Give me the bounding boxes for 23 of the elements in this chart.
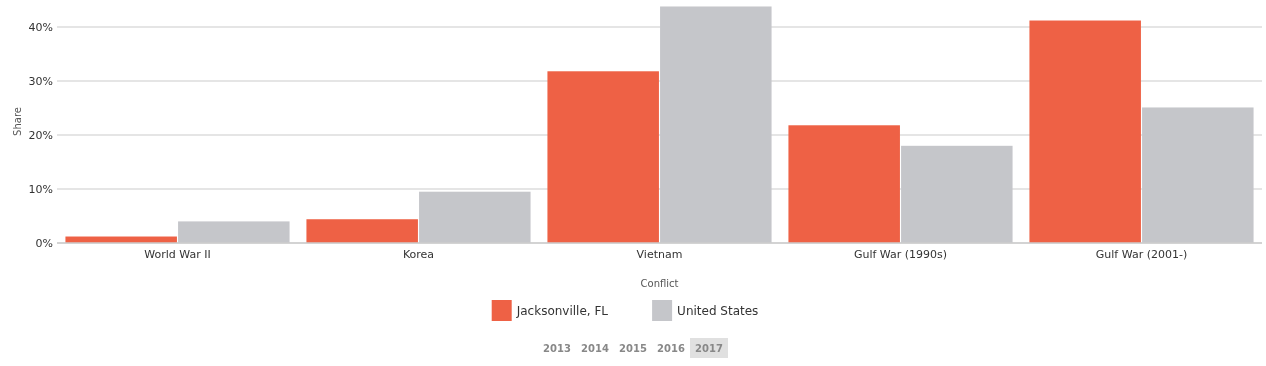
x-tick-label: Gulf War (2001-) [1095, 248, 1188, 261]
legend-label: United States [677, 304, 759, 319]
x-axis-title: Conflict [640, 278, 679, 289]
y-tick-label: 40% [28, 20, 53, 34]
text: 2017 [695, 342, 723, 354]
y-tick-label: 0% [35, 236, 53, 250]
text: 2013 [543, 342, 571, 354]
bar [306, 219, 418, 243]
y-tick-label: 20% [28, 128, 53, 142]
legend-label: Jacksonville, FL [515, 304, 609, 319]
bar [788, 125, 900, 243]
bar [547, 71, 659, 243]
text: 2015 [619, 342, 647, 354]
text: 2016 [657, 342, 685, 354]
text: 2014 [581, 342, 609, 354]
y-tick-label: 10% [28, 182, 53, 196]
x-tick-label: Korea [402, 248, 435, 261]
x-tick-label: World War II [144, 248, 211, 261]
bar [1029, 20, 1141, 243]
x-tick-label: Gulf War (1990s) [853, 248, 948, 261]
y-tick-label: 30% [28, 74, 53, 88]
x-tick-label: Vietnam [636, 248, 683, 261]
y-axis-title: Share [12, 107, 23, 136]
